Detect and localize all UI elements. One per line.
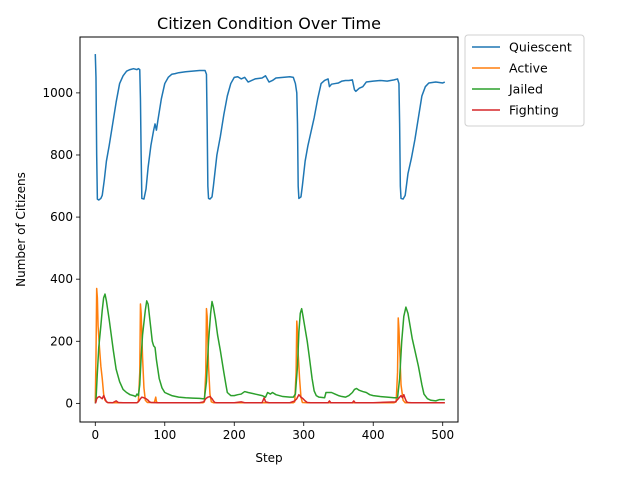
x-tick-label-2: 200 [223, 428, 246, 442]
series-layer [94, 54, 446, 404]
y-tick-label-2: 400 [50, 272, 73, 286]
series-line-0 [94, 54, 446, 201]
legend-label-0: Quiescent [509, 40, 572, 55]
y-axis: 0 200 400 600 800 1000 [42, 86, 80, 410]
x-tick-label-3: 300 [292, 428, 315, 442]
legend-label-2: Jailed [508, 82, 543, 97]
y-tick-label-5: 1000 [42, 86, 73, 100]
plot-frame [79, 36, 459, 423]
chart-title: Citizen Condition Over Time [157, 14, 381, 33]
y-tick-label-0: 0 [65, 396, 73, 410]
y-tick-label-4: 800 [50, 148, 73, 162]
x-axis-label: Step [255, 451, 282, 465]
legend-label-3: Fighting [509, 103, 559, 118]
x-tick-label-0: 0 [91, 428, 99, 442]
y-tick-label-3: 600 [50, 210, 73, 224]
series-line-3 [94, 393, 445, 404]
y-axis-label: Number of Citizens [14, 172, 28, 287]
x-tick-label-1: 100 [153, 428, 176, 442]
x-axis: 0 100 200 300 400 500 [91, 422, 454, 442]
x-tick-label-5: 500 [431, 428, 454, 442]
x-tick-label-4: 400 [362, 428, 385, 442]
y-tick-label-1: 200 [50, 334, 73, 348]
legend-label-1: Active [509, 61, 548, 76]
legend: Quiescent Active Jailed Fighting [464, 34, 585, 127]
legend-box [464, 34, 585, 127]
series-line-2 [94, 293, 445, 404]
